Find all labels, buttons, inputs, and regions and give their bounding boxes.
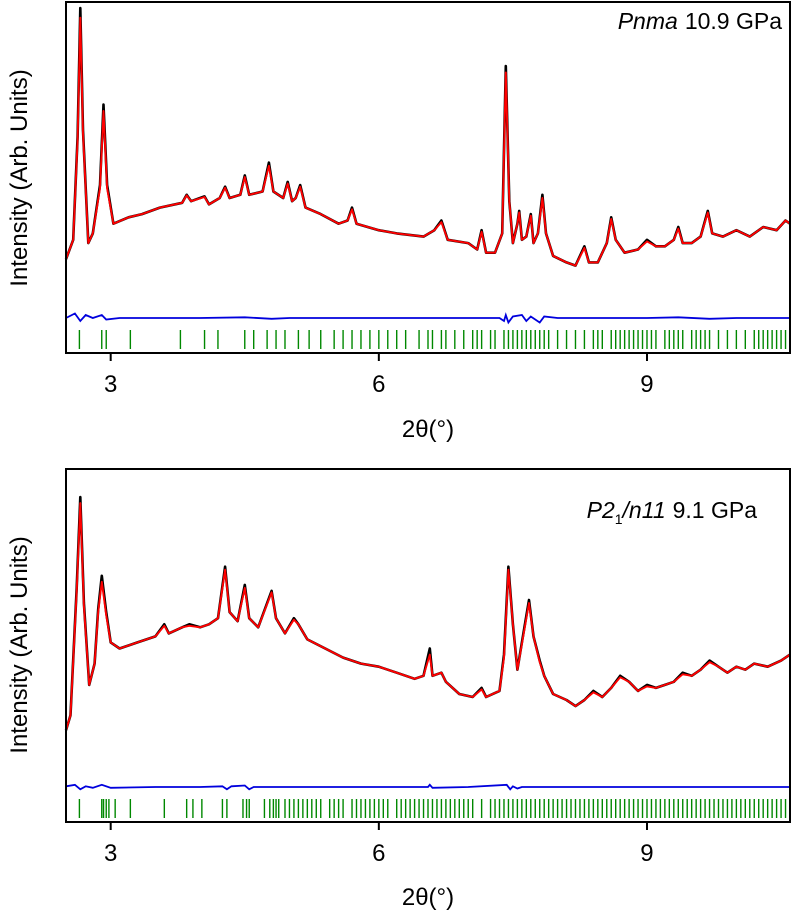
x-tick-label-top-0: 3 <box>104 371 117 398</box>
plot-content-bottom <box>64 495 791 818</box>
x-tick-label-bottom-0: 3 <box>104 840 117 867</box>
calculated-curve-top <box>65 16 791 267</box>
panel-label-bottom: P21/n11 9.1 GPa <box>587 497 758 527</box>
phase-label-top: Pnma <box>618 8 678 34</box>
panel-label-top: Pnma 10.9 GPa <box>618 8 782 34</box>
x-tick-label-top-1: 6 <box>372 371 385 398</box>
phase-label-bottom-sub: 1 <box>615 511 623 527</box>
phase-label-bottom-main: P2 <box>587 497 615 523</box>
difference-curve-top <box>65 312 790 325</box>
plot-frame-top <box>65 1 791 354</box>
plot-content-top <box>64 6 791 349</box>
x-tick-label-top-2: 9 <box>640 371 653 398</box>
observed-curve-bottom <box>64 495 791 731</box>
x-tick-label-bottom-1: 6 <box>372 840 385 867</box>
x-axis-label-bottom: 2θ(°) <box>402 884 454 911</box>
plot-frame-bottom <box>65 468 791 823</box>
observed-curve-top <box>64 6 791 267</box>
x-ticks-top: 3 6 9 <box>104 353 654 398</box>
panel-top: 3 6 9 Pnma 10.9 GPa 2θ(°) Intensity (Arb. U… <box>6 1 791 443</box>
panel-bottom: 3 6 9 P21/n11 9.1 GPa 2θ(°) Intensity (Arb.… <box>6 468 791 911</box>
phase-label-bottom-rest: /n11 <box>621 497 666 523</box>
x-ticks-bottom: 3 6 9 <box>104 822 654 867</box>
difference-curve-bottom <box>65 783 790 791</box>
y-axis-label-bottom: Intensity (Arb. Units) <box>6 536 33 753</box>
x-axis-label-top: 2θ(°) <box>402 416 454 443</box>
pressure-label-top: 10.9 GPa <box>685 8 782 34</box>
pressure-label-bottom: 9.1 GPa <box>673 497 758 523</box>
y-axis-label-top: Intensity (Arb. Units) <box>6 69 33 286</box>
x-tick-label-bottom-2: 9 <box>640 840 653 867</box>
calculated-curve-bottom <box>65 502 791 731</box>
